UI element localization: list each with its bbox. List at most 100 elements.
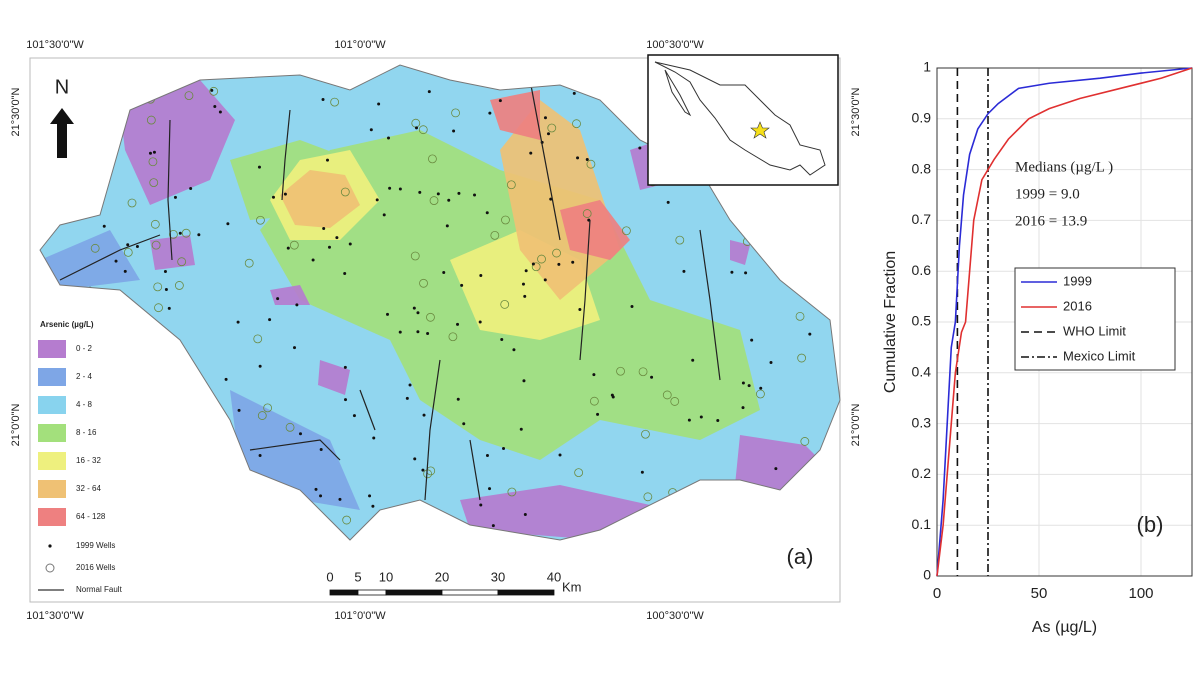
well-1999 (557, 262, 561, 266)
well-2016 (123, 247, 133, 257)
well-1999 (319, 494, 323, 498)
lat-label: 21°0'0"N (850, 404, 862, 447)
well-1999 (699, 415, 703, 419)
well-1999 (808, 332, 812, 336)
well-1999 (485, 211, 489, 215)
lat-label: 21°0'0"N (10, 404, 22, 447)
well-1999 (416, 330, 420, 334)
y-tick-label: 0.1 (912, 516, 932, 532)
scale-label: 10 (379, 569, 393, 584)
legend-symbol (48, 544, 52, 548)
y-tick-label: 0.3 (912, 414, 932, 430)
well-1999 (338, 497, 342, 501)
faults (59, 79, 721, 501)
well-1999 (236, 320, 240, 324)
well-1999 (218, 110, 222, 114)
legend-swatch (38, 508, 66, 526)
well-2016 (506, 180, 516, 190)
well-1999 (460, 283, 464, 287)
well-1999 (529, 151, 533, 155)
well-2016 (586, 159, 596, 169)
well-1999 (258, 453, 262, 457)
scale-segment (329, 589, 359, 596)
fault (59, 234, 161, 281)
well-2016 (622, 226, 631, 236)
well-2016 (501, 215, 510, 225)
fault (424, 359, 441, 501)
well-1999 (237, 408, 241, 412)
inset-frame (647, 54, 839, 186)
y-tick-label: 1 (923, 59, 931, 75)
well-1999 (283, 192, 287, 196)
well-1999 (750, 338, 754, 342)
well-1999 (276, 297, 280, 301)
well-1999 (189, 187, 193, 191)
scale-label: 0 (326, 569, 333, 584)
well-2016 (184, 91, 194, 101)
legend-swatch (38, 480, 66, 498)
well-1999 (271, 195, 275, 199)
fault (249, 439, 341, 461)
annotation: 1999 = 9.0 (1015, 186, 1080, 202)
well-1999 (286, 246, 290, 250)
well-2016 (419, 278, 428, 288)
legend-label: 32 - 64 (76, 484, 101, 493)
zone (120, 80, 830, 540)
well-2016 (209, 86, 219, 96)
well-1999 (523, 512, 527, 516)
legend-swatch (38, 340, 66, 358)
well-1999 (691, 358, 695, 362)
well-1999 (321, 97, 325, 101)
legend-swatch (38, 396, 66, 414)
well-1999 (148, 151, 152, 155)
well-1999 (405, 396, 409, 400)
well-1999 (295, 303, 299, 307)
well-1999 (462, 422, 466, 426)
well-1999 (422, 413, 426, 417)
well-1999 (335, 236, 339, 240)
well-1999 (585, 158, 589, 162)
well-2016 (153, 282, 163, 292)
well-2016 (638, 367, 648, 377)
well-1999 (164, 288, 168, 292)
scale-segment (497, 589, 555, 596)
well-1999 (638, 146, 642, 150)
fault (469, 439, 481, 501)
legend-label: 0 - 2 (76, 344, 93, 353)
legend-label: 1999 (1063, 273, 1092, 288)
well-2016 (428, 154, 437, 164)
well-1999 (522, 379, 526, 383)
well-1999 (630, 305, 634, 309)
x-axis-label: As (µg/L) (1032, 619, 1097, 636)
north-label: N (55, 76, 69, 98)
well-1999 (348, 242, 352, 246)
well-1999 (213, 104, 217, 108)
well-1999 (682, 269, 686, 273)
well-2016 (451, 108, 460, 118)
scale-segment (441, 589, 499, 596)
well-1999 (314, 487, 318, 491)
well-1999 (352, 414, 356, 418)
lon-label: 101°30'0"W (26, 610, 84, 622)
lon-label: 100°30'0"W (646, 610, 704, 622)
well-1999 (523, 294, 527, 298)
annotation: Medians (µg/L ) (1015, 159, 1113, 175)
well-1999 (571, 260, 575, 264)
well-1999 (325, 158, 329, 162)
well-1999 (596, 412, 600, 416)
well-2016 (181, 228, 191, 238)
well-1999 (456, 322, 460, 326)
well-2016 (418, 125, 428, 135)
well-1999 (500, 338, 504, 342)
legend-label: 2016 (1063, 298, 1092, 313)
well-2016 (643, 492, 653, 502)
well-1999 (716, 418, 720, 422)
well-2016 (756, 389, 765, 399)
well-1999 (741, 381, 745, 385)
well-1999 (769, 360, 773, 364)
well-1999 (549, 197, 553, 201)
well-2016 (174, 281, 184, 290)
well-2016 (800, 437, 810, 446)
well-1999 (427, 90, 431, 94)
well-1999 (445, 224, 449, 228)
